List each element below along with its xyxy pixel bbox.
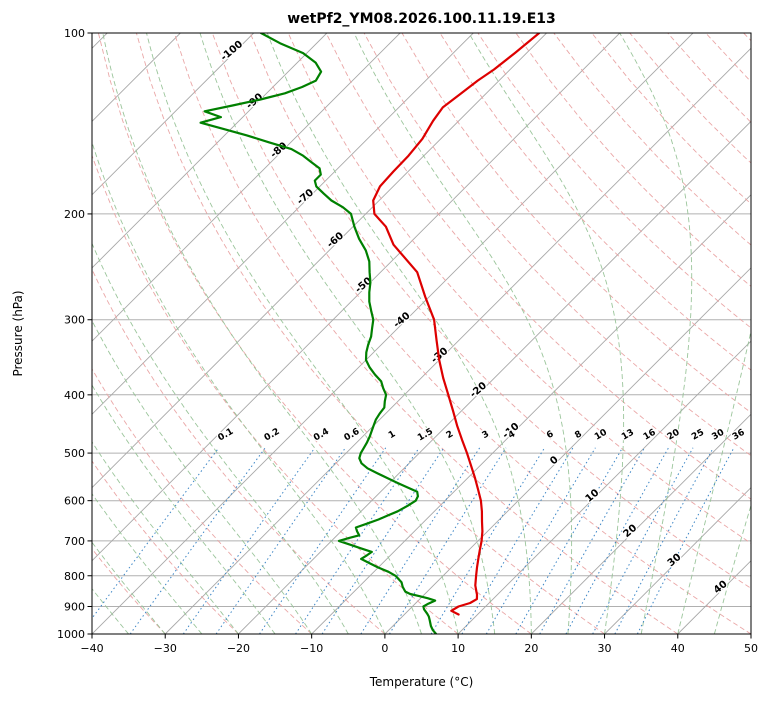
dry-adiabat-line — [211, 33, 751, 634]
moist-adiabat-line — [353, 33, 573, 634]
mixing-ratio-line — [614, 447, 714, 634]
isotherm-line — [238, 120, 751, 634]
plot-generated-content: -100-90-80-70-60-50-40-30-20-10010203040… — [57, 27, 758, 655]
x-tick-label: 40 — [671, 642, 685, 655]
x-tick-label: −20 — [227, 642, 250, 655]
y-tick-label: 200 — [64, 208, 85, 221]
dry-adiabat-line — [515, 33, 751, 287]
mixing-ratio-line — [295, 447, 420, 634]
moist-adiabat-line — [92, 319, 313, 634]
dry-adiabat-line — [287, 33, 751, 544]
mixing-ratio-line — [565, 447, 669, 634]
y-axis-ticks: 100 200 300 400 500 600 700 800 900 1000 — [57, 27, 92, 641]
isotherm-line — [92, 33, 255, 196]
moist-adiabat-line — [677, 328, 751, 634]
dewpoint-curve — [199, 33, 438, 634]
mixing-ratio-line — [485, 447, 596, 634]
y-tick-label: 100 — [64, 27, 85, 40]
isotherm-line — [457, 340, 751, 634]
x-tick-label: −10 — [300, 642, 323, 655]
mixing-ratio-line — [129, 447, 266, 634]
y-tick-label: 800 — [64, 570, 85, 583]
isotherm-line — [604, 486, 751, 634]
mixing-ratio-line — [636, 447, 735, 634]
moist-adiabat-line — [199, 33, 496, 634]
temperature-curve — [372, 33, 541, 616]
moist-adiabat-line — [713, 503, 751, 634]
chart-title: wetPf2_YM08.2026.100.11.19.E13 — [287, 11, 556, 27]
moist-adiabat-line — [102, 33, 422, 634]
dry-adiabat-line — [97, 33, 532, 634]
isotherm-line — [92, 33, 474, 415]
mixing-ratio-line — [388, 447, 507, 634]
plot-frame — [91, 32, 752, 635]
mixing-ratio-line — [430, 447, 546, 634]
isotherm-line — [384, 267, 751, 634]
y-tick-label: 400 — [64, 389, 85, 402]
isotherm-line — [92, 33, 621, 562]
x-tick-label: −30 — [154, 642, 177, 655]
x-tick-label: 10 — [451, 642, 465, 655]
moist-adiabat-line — [266, 33, 532, 634]
pressure-gridlines — [92, 33, 751, 634]
y-tick-label: 500 — [64, 447, 85, 460]
isotherm-line — [164, 47, 751, 634]
x-axis-label: Temperature (°C) — [369, 675, 474, 689]
dry-adiabat-line — [363, 33, 751, 457]
moist-adiabats — [92, 33, 751, 634]
mixing-ratio-line — [592, 447, 694, 634]
x-tick-label: 30 — [598, 642, 612, 655]
y-axis-label: Pressure (hPa) — [11, 290, 25, 376]
mixing-ratio-line — [461, 447, 574, 634]
mixing-ratio-line — [92, 447, 220, 620]
isotherm-lines — [92, 33, 751, 634]
x-tick-label: −40 — [80, 642, 103, 655]
isotherm-line — [311, 194, 751, 634]
dry-adiabat-line — [92, 268, 386, 634]
moist-adiabat-line — [468, 33, 625, 634]
mixing-ratio-lines — [92, 447, 735, 634]
x-tick-label: 0 — [381, 642, 388, 655]
dry-adiabat-line — [249, 33, 751, 589]
moist-adiabat-line — [92, 242, 349, 634]
y-tick-label: 300 — [64, 314, 85, 327]
mixing-ratio-line — [321, 447, 445, 634]
x-tick-label: 20 — [524, 642, 538, 655]
mixing-ratio-line — [182, 447, 316, 634]
isotherm-line — [92, 33, 401, 342]
mixing-ratio-line — [360, 447, 481, 634]
dry-adiabat-line — [92, 548, 166, 634]
isotherm-line — [92, 33, 328, 269]
moist-adiabat-line — [146, 33, 459, 634]
x-tick-label: 50 — [744, 642, 758, 655]
isotherm-line — [92, 33, 694, 634]
y-tick-label: 900 — [64, 600, 85, 613]
mixing-ratio-line — [539, 447, 645, 634]
y-tick-label: 600 — [64, 495, 85, 508]
y-tick-label: 1000 — [57, 628, 85, 641]
mixing-ratio-line — [515, 447, 623, 634]
dry-adiabat-line — [92, 460, 239, 634]
dry-adiabat-line — [439, 33, 751, 371]
moist-adiabat-line — [92, 140, 386, 634]
x-axis-ticks: −40 −30 −20 −10 0 10 20 30 40 50 — [80, 634, 758, 655]
isotherm-line — [92, 33, 547, 489]
isotherm-line — [530, 413, 751, 634]
moist-adiabat-line — [619, 33, 693, 634]
y-tick-label: 700 — [64, 535, 85, 548]
dry-adiabat-line — [135, 33, 605, 634]
